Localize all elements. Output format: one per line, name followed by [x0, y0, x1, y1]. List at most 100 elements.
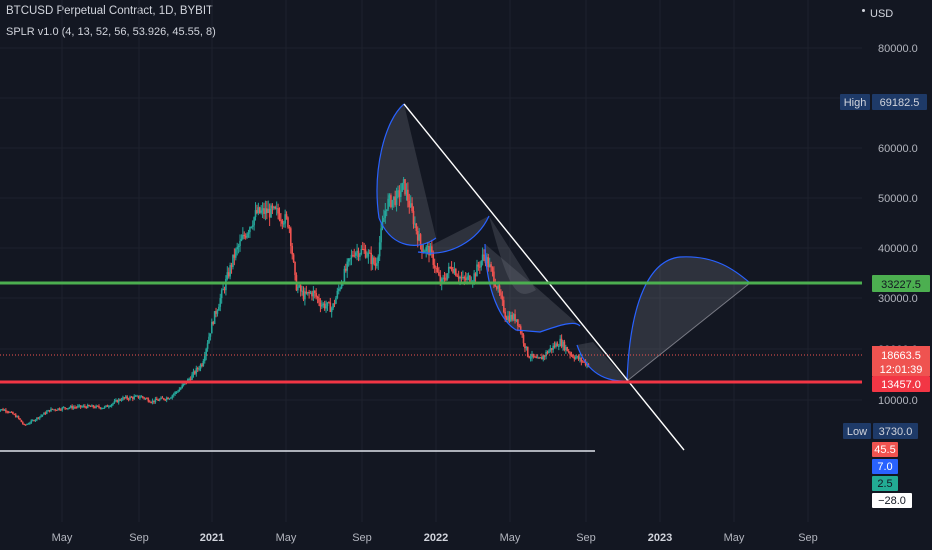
- candle-body: [81, 406, 83, 408]
- candle-body: [340, 284, 343, 289]
- candle-body: [129, 396, 131, 400]
- candle-body: [65, 408, 68, 410]
- candle-body: [371, 257, 374, 265]
- candle-body: [423, 251, 426, 253]
- candle-body: [411, 203, 413, 212]
- candle-body: [172, 393, 175, 396]
- candle-body: [360, 249, 363, 254]
- candle-body: [443, 277, 446, 280]
- price-tick-label: 50000.0: [878, 193, 918, 205]
- candle-body: [548, 350, 550, 354]
- candle-body: [319, 302, 322, 307]
- candle-body: [216, 310, 219, 314]
- candle-body: [232, 254, 234, 267]
- candle-body: [143, 397, 145, 399]
- candle-body: [219, 298, 222, 307]
- candle-body: [493, 271, 495, 284]
- candle-body: [7, 411, 10, 413]
- candle-body: [58, 408, 61, 410]
- candle-body: [552, 345, 554, 350]
- candle-body: [390, 195, 392, 207]
- menu-dot-icon[interactable]: [862, 9, 865, 12]
- candle-body: [298, 285, 301, 287]
- candle-body: [294, 261, 296, 276]
- candle-body: [502, 300, 505, 312]
- candle-body: [124, 396, 127, 399]
- candle-body: [24, 424, 27, 426]
- price-tick-label: 60000.0: [878, 143, 918, 155]
- candle-body: [517, 319, 519, 326]
- trendline[interactable]: [403, 103, 685, 451]
- candle-body: [132, 397, 134, 399]
- candle-body: [158, 399, 161, 401]
- candle-body: [130, 396, 133, 398]
- price-tick-label: 40000.0: [878, 243, 918, 255]
- candle-body: [337, 289, 340, 291]
- candle-body: [429, 246, 432, 256]
- candle-body: [422, 251, 425, 253]
- currency-label[interactable]: USD: [870, 8, 894, 20]
- candle-body: [250, 226, 253, 228]
- candle-body: [333, 303, 336, 305]
- candle-body: [462, 276, 464, 279]
- candle-body: [247, 232, 250, 234]
- candle-body: [160, 397, 162, 400]
- candle-body: [460, 276, 463, 279]
- candle-body: [526, 346, 529, 357]
- candle-body: [137, 395, 140, 398]
- candle-body: [2, 409, 4, 411]
- candle-body: [343, 268, 346, 283]
- indicator-legend[interactable]: SPLR v1.0 (4, 13, 52, 56, 53.926, 45.55,…: [6, 26, 216, 38]
- candle-body: [234, 249, 237, 258]
- candle-body: [363, 249, 365, 251]
- candle-body: [579, 357, 581, 360]
- indicator-fills: [377, 104, 750, 382]
- candle-body: [508, 315, 511, 322]
- candle-body: [284, 214, 286, 224]
- candle-body: [91, 405, 93, 407]
- candle-body: [563, 341, 566, 351]
- candle-body: [392, 196, 395, 200]
- candle-body: [16, 416, 18, 418]
- candle-body: [507, 315, 509, 320]
- candle-body: [455, 269, 457, 276]
- candle-body: [134, 395, 137, 397]
- candle-body: [456, 275, 459, 277]
- candle-body: [433, 264, 436, 268]
- candle-body: [188, 378, 191, 380]
- candle-body: [195, 368, 198, 374]
- candle-body: [57, 408, 59, 411]
- candle-body: [108, 406, 110, 408]
- candle-body: [267, 208, 270, 213]
- candle-body: [543, 355, 546, 357]
- candle-body: [227, 272, 230, 277]
- candle-body: [78, 405, 81, 407]
- candle-body: [402, 179, 405, 184]
- candle-body: [222, 288, 224, 291]
- candle-body: [361, 249, 364, 251]
- candle-body: [170, 397, 172, 399]
- svg-text:12:01:39: 12:01:39: [880, 364, 923, 376]
- candle-body: [304, 291, 306, 300]
- candle-body: [237, 245, 240, 248]
- candle-body: [318, 298, 320, 303]
- candle-body: [26, 424, 28, 426]
- candle-body: [541, 357, 543, 360]
- candle-body: [357, 250, 360, 257]
- candle-body: [212, 321, 215, 324]
- candle-body: [120, 400, 123, 402]
- candle-body: [215, 311, 217, 314]
- candle-body: [161, 397, 164, 399]
- price-tick-label: 30000.0: [878, 293, 918, 305]
- candle-body: [150, 402, 152, 404]
- candle-body: [229, 265, 231, 277]
- candle-body: [153, 400, 155, 403]
- candle-body: [106, 405, 109, 407]
- candle-body: [84, 405, 86, 407]
- time-axis[interactable]: May Sep 2021 May Sep 2022 May Sep 2023 May Sep: [52, 532, 818, 544]
- candle-body: [542, 355, 545, 360]
- candle-body: [277, 208, 279, 214]
- candle-body: [278, 213, 281, 220]
- candle-body: [53, 409, 55, 411]
